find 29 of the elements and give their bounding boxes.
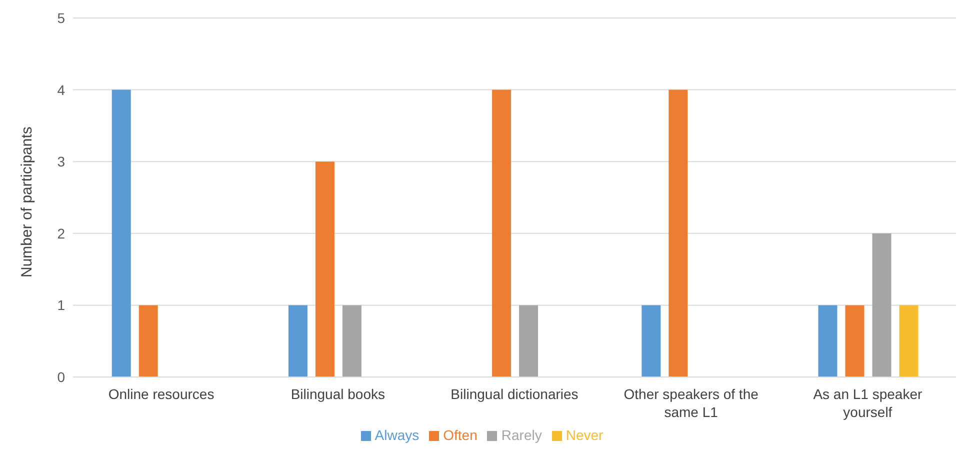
bar bbox=[492, 90, 512, 377]
y-axis-title: Number of participants bbox=[18, 126, 36, 278]
legend-label: Always bbox=[374, 427, 420, 443]
bar bbox=[288, 305, 308, 377]
legend-label: Rarely bbox=[501, 427, 542, 443]
bar bbox=[519, 305, 538, 377]
bar bbox=[315, 162, 334, 377]
y-tick-label: 2 bbox=[57, 225, 66, 242]
y-tick-label: 4 bbox=[57, 82, 66, 98]
y-tick-label: 3 bbox=[57, 154, 66, 170]
x-tick-label: As an L1 speaker yourself bbox=[813, 386, 923, 420]
bar bbox=[872, 233, 892, 377]
bar bbox=[642, 305, 661, 377]
bar bbox=[112, 90, 131, 377]
bar bbox=[818, 305, 838, 377]
y-tick-label: 0 bbox=[57, 368, 66, 385]
bar bbox=[138, 305, 158, 377]
x-tick-label: Bilingual books bbox=[290, 386, 385, 402]
bar bbox=[899, 305, 918, 377]
x-tick-label: Online resources bbox=[108, 386, 214, 402]
x-tick-label: Other speakers of the same L1 bbox=[624, 386, 759, 420]
bar bbox=[342, 305, 362, 377]
y-tick-label: 1 bbox=[57, 297, 66, 314]
legend-label: Often bbox=[443, 427, 478, 443]
bar bbox=[668, 90, 688, 377]
y-tick-label: 5 bbox=[57, 10, 66, 26]
x-tick-label: Bilingual dictionaries bbox=[450, 386, 578, 402]
bar bbox=[845, 305, 864, 377]
legend-label: Never bbox=[566, 427, 604, 443]
